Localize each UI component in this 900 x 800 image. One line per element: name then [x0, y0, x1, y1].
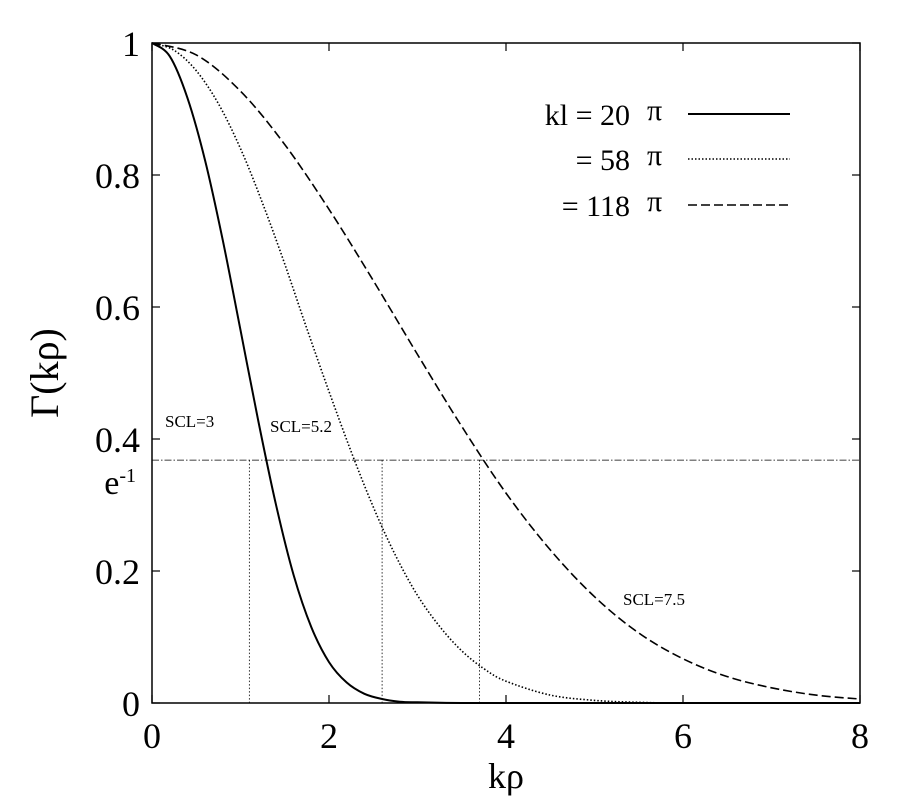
legend-label: = 58	[576, 144, 630, 177]
x-axis-label: kρ	[488, 756, 524, 796]
y-tick-label: 1	[122, 24, 140, 64]
y-tick-label: 0.4	[95, 420, 140, 460]
y-axis-label: Γ(kρ)	[22, 328, 67, 418]
x-tick-label: 0	[143, 716, 161, 756]
series-line-2	[151, 42, 860, 704]
scl-label: SCL=5.2	[270, 417, 332, 436]
x-tick-label: 4	[497, 716, 515, 756]
plot-frame	[151, 42, 861, 704]
series-line-3	[151, 42, 861, 700]
reference-line-label-superscript: -1	[119, 465, 136, 487]
series-line-1	[151, 42, 860, 705]
reference-line-label: e-1	[104, 465, 136, 502]
x-tick-label: 2	[320, 716, 338, 756]
legend-label: = 118	[562, 190, 630, 223]
y-tick-label: 0.6	[95, 288, 140, 328]
y-tick-label: 0.8	[95, 156, 140, 196]
scl-label: SCL=7.5	[623, 590, 685, 609]
y-tick-label: 0.2	[95, 552, 140, 592]
x-tick-label: 8	[851, 716, 869, 756]
legend-label: kl = 20	[545, 99, 630, 132]
legend-pi-symbol: π	[647, 185, 662, 218]
legend-pi-symbol: π	[647, 139, 662, 172]
y-tick-label: 0	[122, 684, 140, 724]
x-tick-label: 6	[674, 716, 692, 756]
legend-pi-symbol: π	[647, 94, 662, 127]
scl-label: SCL=3	[165, 412, 214, 431]
